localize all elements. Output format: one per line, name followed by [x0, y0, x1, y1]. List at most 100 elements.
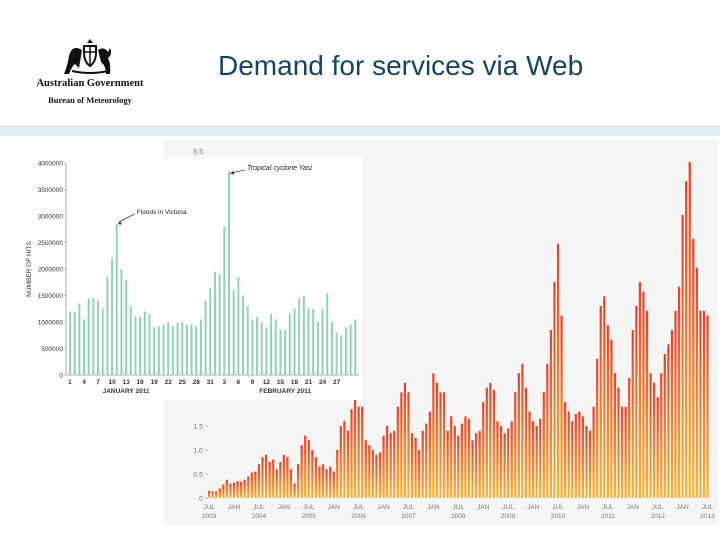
monthly-bar: [282, 454, 285, 498]
daily-bar: [148, 314, 151, 375]
monthly-bar: [336, 450, 339, 498]
daily-bar: [340, 335, 343, 375]
monthly-bar: [514, 392, 517, 498]
daily-bar: [139, 316, 142, 375]
daily-bar: [288, 314, 291, 375]
daily-bar: [274, 319, 277, 375]
monthly-bar: [482, 402, 485, 498]
daily-xtick-label: 27: [333, 379, 341, 386]
daily-xtick-label: 22: [165, 379, 173, 386]
daily-bar: [214, 271, 216, 375]
monthly-bar: [564, 402, 567, 498]
daily-xtick-label: 3: [223, 379, 227, 386]
coat-of-arms-icon: [64, 39, 112, 74]
monthly-xtick-label: JUL 2003: [202, 504, 217, 520]
monthly-xtick-label: JAN: [676, 504, 689, 511]
monthly-bar: [460, 423, 463, 498]
monthly-bar: [357, 406, 360, 498]
daily-ytick-label: 3000000: [38, 214, 64, 221]
daily-bar: [181, 322, 184, 375]
monthly-bar: [368, 445, 371, 498]
daily-bar: [256, 316, 259, 375]
monthly-bar: [528, 411, 531, 498]
monthly-bar: [353, 397, 357, 498]
daily-bar: [69, 311, 71, 375]
daily-bar: [344, 327, 347, 375]
monthly-bar: [677, 286, 681, 498]
monthly-bar: [300, 445, 303, 498]
monthly-bar: [492, 390, 496, 498]
daily-bar: [111, 258, 114, 375]
daily-bar: [293, 308, 296, 375]
monthly-bar: [450, 416, 453, 498]
monthly-bar: [560, 315, 563, 498]
monthly-bar: [592, 406, 595, 498]
daily-bar: [218, 274, 221, 375]
monthly-bar: [706, 315, 709, 498]
monthly-bar: [702, 310, 706, 498]
monthly-bar: [261, 457, 264, 498]
monthly-bar: [254, 471, 257, 498]
monthly-xtick-label: JUL 2010: [551, 504, 566, 520]
monthly-bar: [240, 481, 243, 498]
monthly-bar: [311, 450, 314, 498]
monthly-bar: [279, 462, 282, 498]
monthly-xtick-label: JAN: [377, 504, 390, 511]
daily-bar: [199, 319, 202, 375]
monthly-bar: [464, 416, 467, 498]
daily-xtick-label: 21: [305, 379, 313, 386]
daily-ytick-label: 0: [59, 373, 63, 380]
monthly-xtick-label: JUL 2011: [601, 504, 615, 520]
daily-bar: [153, 327, 156, 375]
monthly-xtick-label: JUL 2012: [650, 504, 665, 520]
monthly-bar: [314, 457, 318, 498]
monthly-bar: [617, 387, 620, 498]
monthly-bar: [503, 433, 506, 498]
monthly-bar: [517, 373, 520, 498]
daily-xtick-label: 7: [96, 379, 100, 386]
monthly-xtick-label: JUL 2013: [700, 504, 715, 520]
monthly-bar: [222, 484, 225, 498]
monthly-bar: [289, 469, 293, 498]
monthly-top-tick-label: 6.5: [193, 149, 203, 156]
monthly-bar: [645, 310, 649, 498]
monthly-bar: [656, 397, 659, 498]
daily-bar: [312, 308, 315, 375]
monthly-bar: [521, 363, 524, 498]
monthly-bar: [432, 373, 435, 498]
monthly-bar: [225, 479, 229, 498]
daily-bar: [228, 170, 230, 375]
monthly-xtick-label: JUL 2005: [302, 504, 317, 520]
floods-annotation-arrow: [118, 213, 135, 223]
yasi-annotation: Tropical cyclone Yasi: [247, 165, 312, 172]
monthly-bar: [499, 426, 503, 498]
monthly-bar: [229, 483, 232, 498]
monthly-bar: [286, 457, 289, 498]
daily-bar: [134, 316, 137, 375]
daily-bar: [321, 308, 324, 375]
monthly-bar: [250, 472, 253, 498]
monthly-bar: [414, 438, 417, 498]
monthly-bar: [396, 406, 399, 498]
monthly-bar: [403, 382, 407, 498]
monthly-bar: [531, 421, 535, 498]
monthly-bar: [332, 471, 335, 498]
daily-bar: [251, 319, 254, 375]
monthly-bar: [524, 387, 528, 498]
daily-xtick-label: 1: [68, 379, 72, 386]
daily-bar: [167, 322, 170, 375]
monthly-bar: [478, 430, 481, 498]
monthly-bar: [599, 306, 602, 498]
monthly-bar: [667, 344, 670, 498]
monthly-bar: [574, 414, 577, 498]
monthly-bar: [393, 430, 396, 498]
monthly-bar: [553, 282, 556, 498]
monthly-bar: [546, 363, 549, 498]
daily-bar: [316, 322, 319, 375]
monthly-bar: [257, 464, 261, 498]
monthly-bar: [442, 392, 446, 498]
monthly-bar: [307, 440, 310, 498]
monthly-bar: [628, 378, 631, 498]
daily-bar: [143, 311, 146, 375]
monthly-bar: [400, 392, 403, 498]
